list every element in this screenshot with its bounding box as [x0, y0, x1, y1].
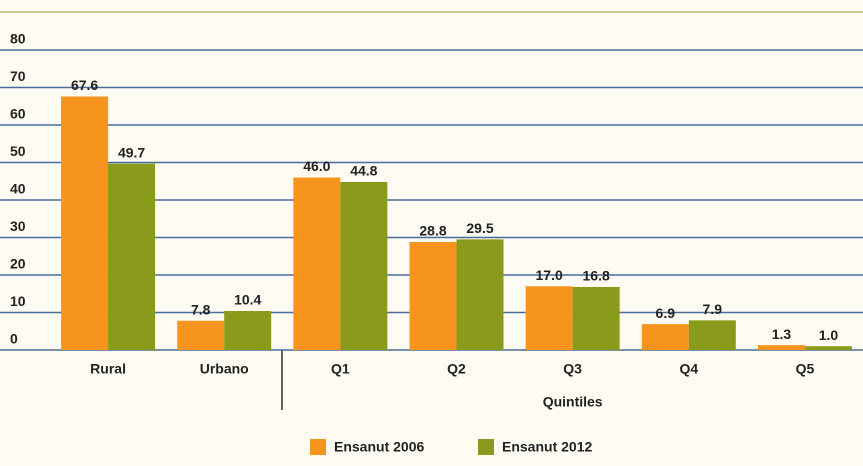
bar	[293, 177, 341, 350]
x-tick-label: Urbano	[200, 361, 249, 377]
bar	[804, 346, 852, 350]
value-label: 29.5	[466, 220, 493, 236]
y-tick-label: 80	[10, 31, 26, 47]
x-tick-label: Q3	[563, 361, 582, 377]
y-tick-label: 60	[10, 106, 26, 122]
value-label: 28.8	[419, 223, 446, 239]
x-axis-label: Quintiles	[543, 394, 603, 410]
value-label: 16.8	[583, 268, 610, 284]
value-label: 49.7	[118, 144, 145, 160]
bar	[456, 239, 504, 350]
y-tick-label: 40	[10, 181, 26, 197]
bar	[61, 96, 109, 350]
bar	[572, 287, 620, 350]
bar	[688, 320, 736, 350]
value-label: 46.0	[303, 158, 330, 174]
x-tick-label: Q5	[796, 361, 815, 377]
y-tick-label: 70	[10, 68, 26, 84]
value-label: 1.3	[772, 326, 792, 342]
y-tick-label: 50	[10, 143, 26, 159]
legend-label: Ensanut 2012	[502, 439, 592, 455]
bar	[224, 311, 272, 350]
y-tick-label: 0	[10, 331, 18, 347]
value-label: 7.9	[703, 301, 723, 317]
bar	[409, 242, 457, 350]
x-tick-label: Rural	[90, 361, 126, 377]
value-label: 1.0	[819, 327, 839, 343]
bar	[340, 182, 388, 350]
value-label: 67.6	[71, 77, 98, 93]
value-label: 44.8	[350, 163, 377, 179]
y-tick-label: 20	[10, 256, 26, 272]
legend-swatch	[310, 439, 326, 455]
value-label: 7.8	[191, 301, 211, 317]
legend-swatch	[478, 439, 494, 455]
value-label: 10.4	[234, 292, 261, 308]
bar	[177, 320, 225, 350]
bar	[641, 324, 689, 350]
y-tick-label: 10	[10, 293, 26, 309]
x-tick-label: Q4	[679, 361, 698, 377]
y-tick-label: 30	[10, 218, 26, 234]
value-label: 17.0	[536, 267, 563, 283]
value-label: 6.9	[656, 305, 676, 321]
legend-label: Ensanut 2006	[334, 439, 424, 455]
bar	[525, 286, 573, 350]
x-tick-label: Q2	[447, 361, 466, 377]
bar	[757, 345, 805, 350]
x-tick-label: Q1	[331, 361, 350, 377]
bar	[108, 163, 156, 350]
